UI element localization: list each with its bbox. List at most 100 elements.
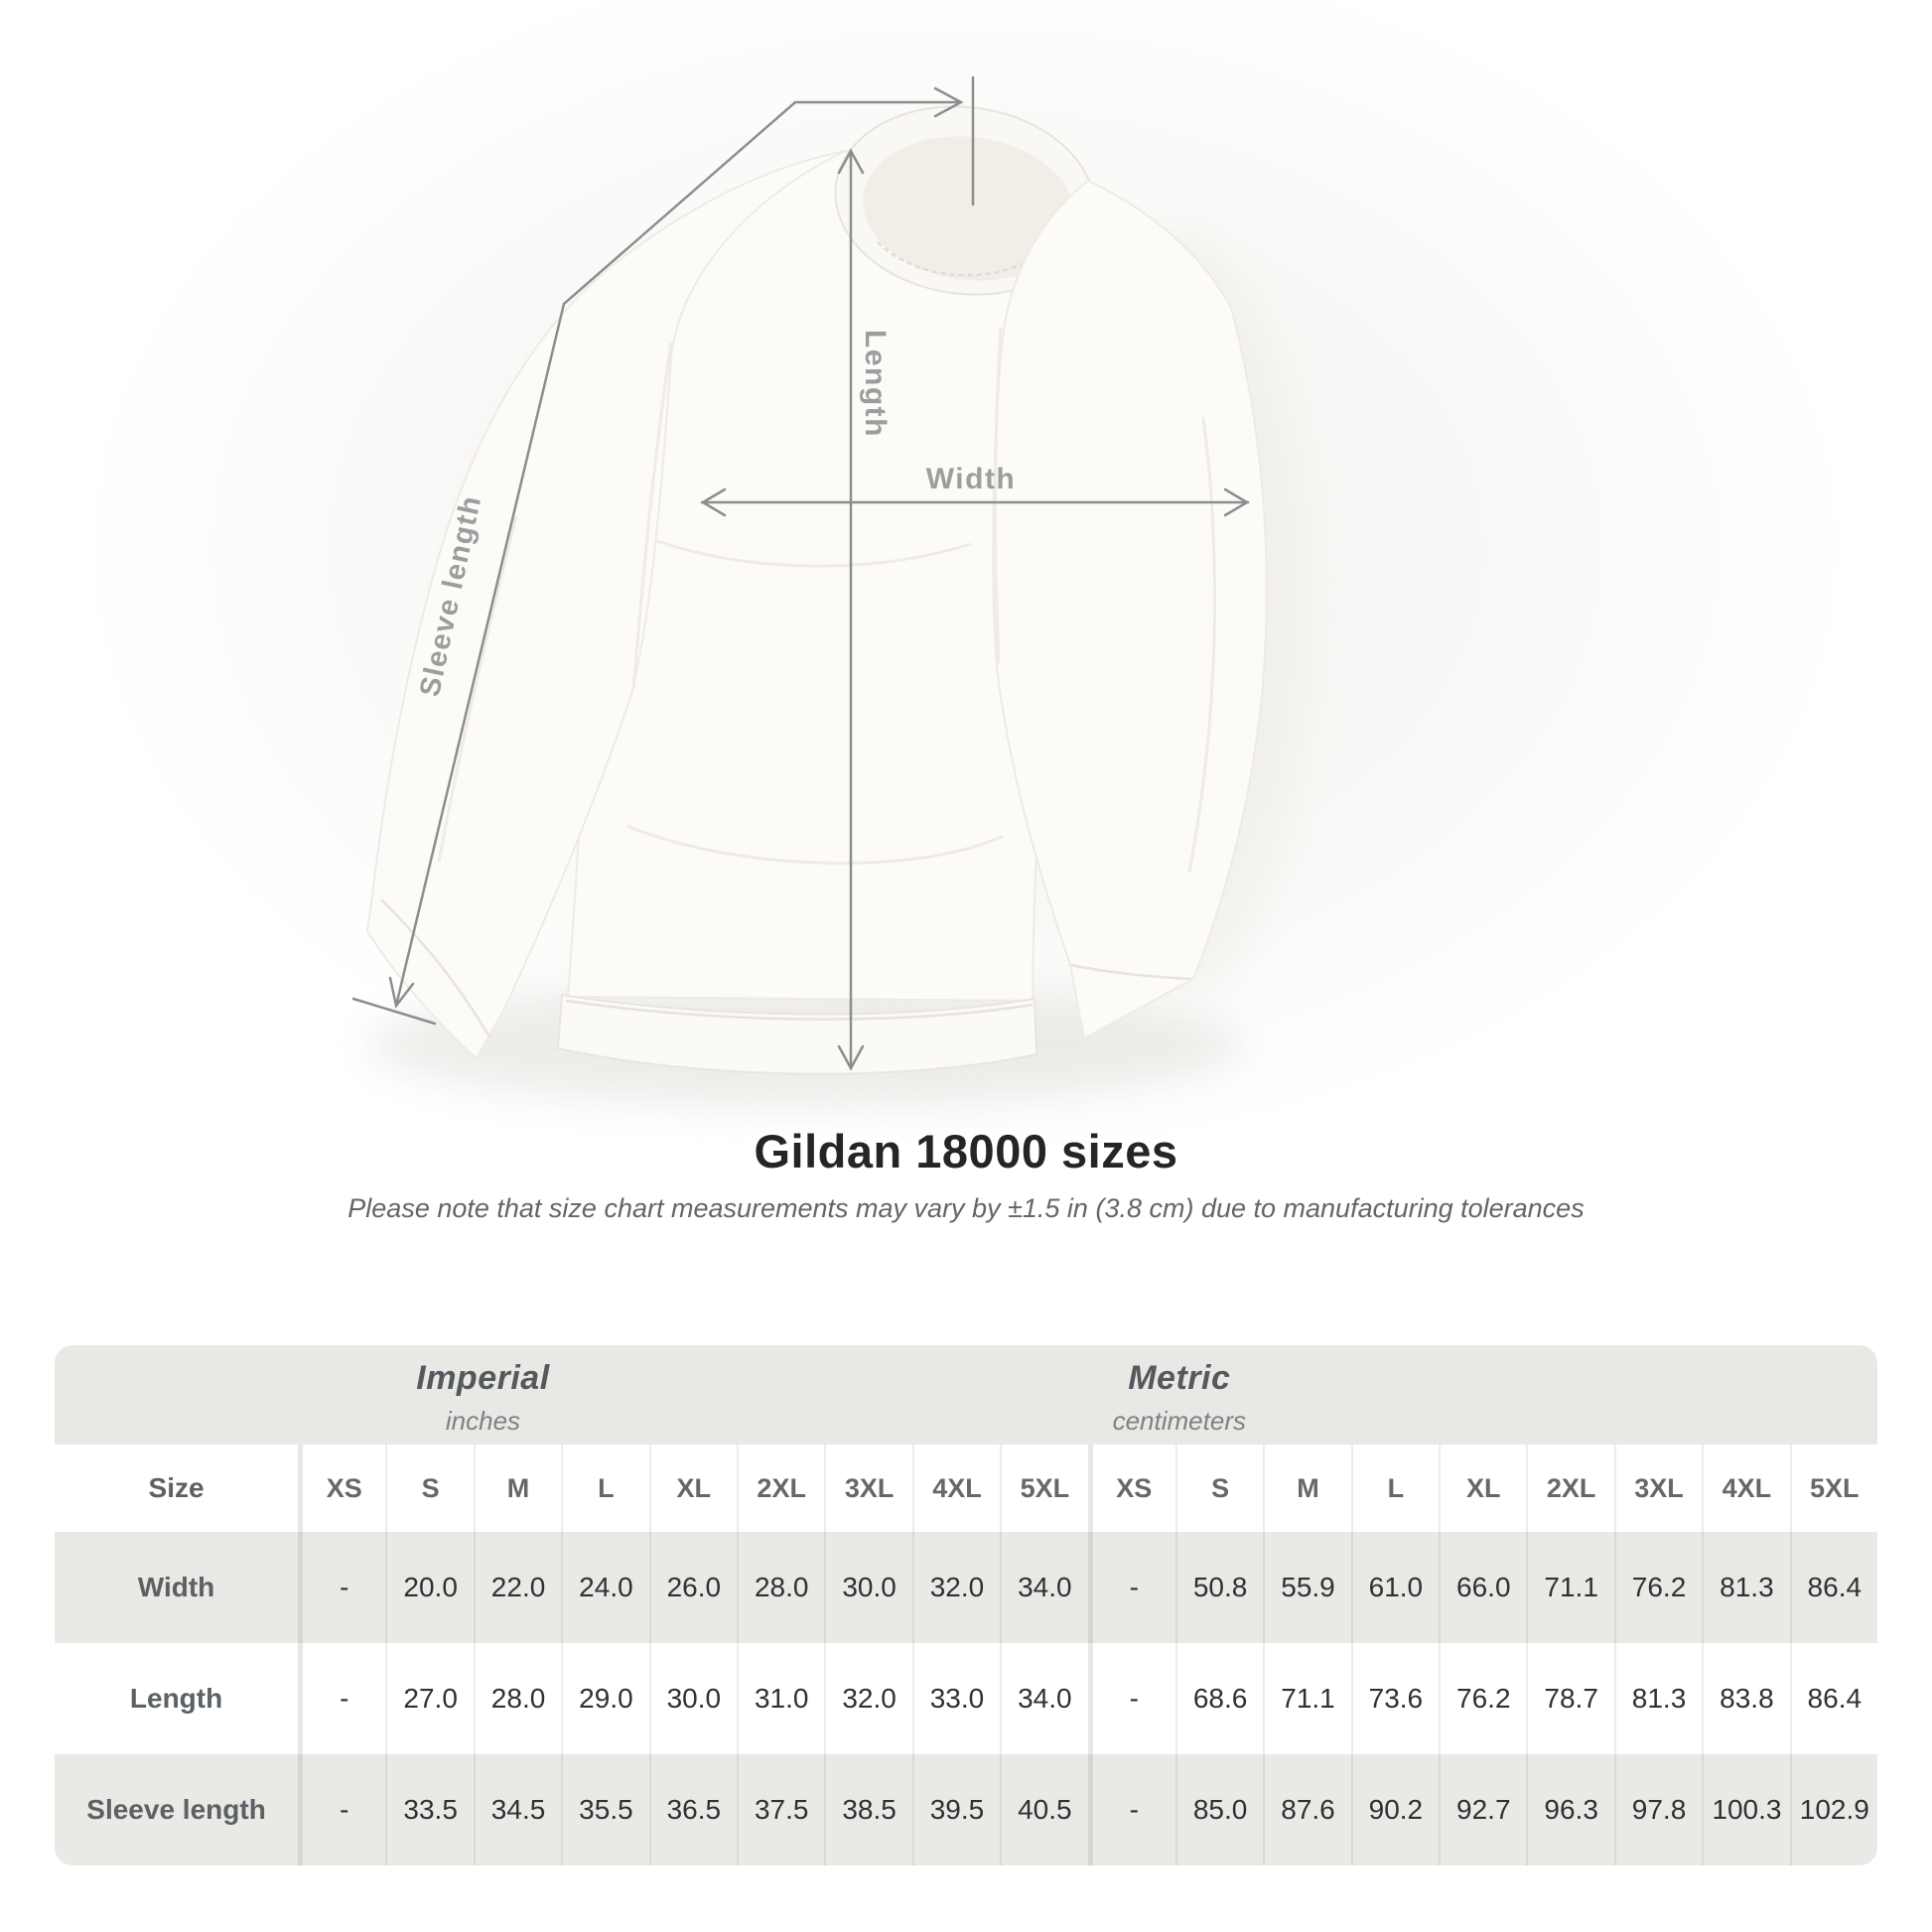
- size-header-cell: XL: [1439, 1445, 1526, 1532]
- fabric-folds: [437, 327, 1217, 873]
- table-cell: 34.0: [1000, 1532, 1087, 1643]
- length-measure-line: [837, 148, 865, 1071]
- table-cell: 39.5: [911, 1754, 1000, 1865]
- size-header-cell: L: [1350, 1445, 1439, 1532]
- table-cell: -: [1087, 1532, 1175, 1643]
- table-cell: 85.0: [1174, 1754, 1263, 1865]
- size-corner-label: Size: [148, 1472, 205, 1503]
- table-cell: 32.0: [911, 1532, 1000, 1643]
- width-label: Width: [926, 463, 1017, 495]
- table-cell: 34.5: [473, 1754, 561, 1865]
- imperial-unit: inches: [445, 1406, 521, 1436]
- size-header-cell: 3XL: [1613, 1445, 1702, 1532]
- size-header-cell: M: [473, 1445, 561, 1532]
- size-header-cell: 5XL: [1789, 1445, 1877, 1532]
- table-cell: -: [1087, 1754, 1175, 1865]
- table-cell: 36.5: [648, 1754, 737, 1865]
- size-chart-table: Imperial inches Metric centimeters Size …: [55, 1345, 1877, 1865]
- collar: [834, 105, 1096, 296]
- table-cell: 38.5: [824, 1754, 911, 1865]
- size-header-cell: 4XL: [911, 1445, 1000, 1532]
- table-cell: 32.0: [824, 1643, 911, 1754]
- tolerance-note: Please note that size chart measurements…: [347, 1193, 1585, 1223]
- table-cell: 29.0: [561, 1643, 648, 1754]
- width-measure-line: [700, 487, 1250, 517]
- size-header-cell: 4XL: [1702, 1445, 1789, 1532]
- sweatshirt-illustration: Length Width Sleeve length: [351, 75, 1311, 1106]
- size-header-cell: 2XL: [1526, 1445, 1613, 1532]
- product-diagram: Length Width Sleeve length: [0, 0, 1932, 1142]
- length-label: Length: [859, 330, 892, 438]
- table-cell: 86.4: [1789, 1532, 1877, 1643]
- metric-group-header: Metric centimeters: [1113, 1359, 1246, 1437]
- table-cell: -: [298, 1532, 385, 1643]
- table-cell: 90.2: [1350, 1754, 1439, 1865]
- imperial-label: Imperial: [416, 1359, 550, 1397]
- table-cell: 102.9: [1789, 1754, 1877, 1865]
- table-cell: 24.0: [561, 1532, 648, 1643]
- table-cell: 68.6: [1174, 1643, 1263, 1754]
- table-cell: 71.1: [1263, 1643, 1350, 1754]
- table-cell: 28.0: [737, 1532, 824, 1643]
- size-header-cell: XS: [298, 1445, 385, 1532]
- table-cell: 33.0: [911, 1643, 1000, 1754]
- row-label: Length: [129, 1683, 223, 1714]
- table-cell: -: [298, 1643, 385, 1754]
- table-cell: 33.5: [385, 1754, 473, 1865]
- size-header-cell: XS: [1087, 1445, 1175, 1532]
- table-cell: 50.8: [1174, 1532, 1263, 1643]
- table-cell: 83.8: [1702, 1643, 1789, 1754]
- size-header-cell: L: [561, 1445, 648, 1532]
- width-row: Width - 20.0 22.0 24.0 26.0 28.0 30.0 32…: [55, 1532, 1877, 1643]
- size-header-cell: 3XL: [824, 1445, 911, 1532]
- hem-seam: [565, 999, 1034, 1021]
- table-cell: 30.0: [648, 1643, 737, 1754]
- metric-unit: centimeters: [1112, 1406, 1246, 1436]
- table-cell: 61.0: [1350, 1532, 1439, 1643]
- table-cell: 81.3: [1613, 1643, 1702, 1754]
- unit-group-band: Imperial inches Metric centimeters: [55, 1345, 1877, 1445]
- table-cell: 96.3: [1526, 1754, 1613, 1865]
- table-cell: 78.7: [1526, 1643, 1613, 1754]
- row-label: Sleeve length: [86, 1794, 266, 1825]
- table-cell: 28.0: [473, 1643, 561, 1754]
- table-cell: 71.1: [1526, 1532, 1613, 1643]
- table-cell: 76.2: [1439, 1643, 1526, 1754]
- table-cell: 27.0: [385, 1643, 473, 1754]
- table-cell: 81.3: [1702, 1532, 1789, 1643]
- table-cell: 55.9: [1263, 1532, 1350, 1643]
- sleeve-length-row: Sleeve length - 33.5 34.5 35.5 36.5 37.5…: [55, 1754, 1877, 1865]
- table-cell: 37.5: [737, 1754, 824, 1865]
- table-cell: -: [1087, 1643, 1175, 1754]
- table-cell: 26.0: [648, 1532, 737, 1643]
- left-sleeve: [365, 150, 847, 1060]
- table-cell: -: [298, 1754, 385, 1865]
- table-cell: 73.6: [1350, 1643, 1439, 1754]
- table-cell: 76.2: [1613, 1532, 1702, 1643]
- table-cell: 92.7: [1439, 1754, 1526, 1865]
- table-cell: 35.5: [561, 1754, 648, 1865]
- size-header-cell: XL: [648, 1445, 737, 1532]
- table-cell: 66.0: [1439, 1532, 1526, 1643]
- table-cell: 97.8: [1613, 1754, 1702, 1865]
- metric-label: Metric: [1128, 1359, 1231, 1397]
- table-cell: 22.0: [473, 1532, 561, 1643]
- cuff-seams: [380, 898, 1192, 1039]
- table-cell: 34.0: [1000, 1643, 1087, 1754]
- table-cell: 86.4: [1789, 1643, 1877, 1754]
- size-header-cell: S: [1174, 1445, 1263, 1532]
- sleeve-measure-line: [351, 75, 975, 1026]
- page-title: Gildan 18000 sizes: [754, 1125, 1178, 1177]
- size-header-cell: 2XL: [737, 1445, 824, 1532]
- table-cell: 30.0: [824, 1532, 911, 1643]
- length-row: Length - 27.0 28.0 29.0 30.0 31.0 32.0 3…: [55, 1643, 1877, 1754]
- table-cell: 87.6: [1263, 1754, 1350, 1865]
- table-cell: 31.0: [737, 1643, 824, 1754]
- imperial-group-header: Imperial inches: [416, 1359, 549, 1437]
- table-cell: 40.5: [1000, 1754, 1087, 1865]
- size-header-row: Size XS S M L XL 2XL 3XL 4XL 5XL XS S M …: [55, 1445, 1877, 1532]
- table-cell: 100.3: [1702, 1754, 1789, 1865]
- row-label: Width: [137, 1572, 215, 1602]
- size-header-cell: S: [385, 1445, 473, 1532]
